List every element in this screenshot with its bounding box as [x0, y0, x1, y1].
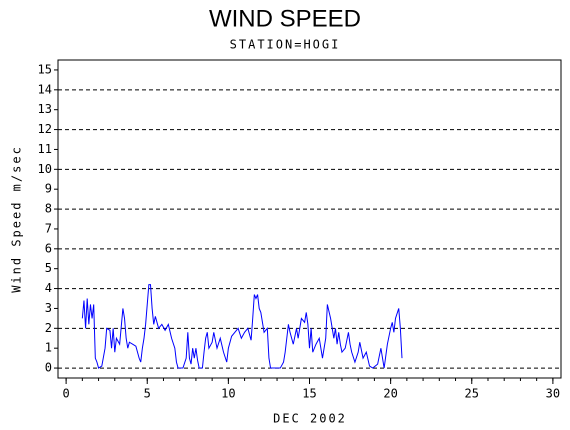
y-tick-label: 13 [38, 102, 52, 116]
y-tick-label: 15 [38, 62, 52, 76]
y-tick-label: 0 [45, 361, 52, 375]
x-tick-label: 5 [144, 387, 151, 401]
y-tick-label: 9 [45, 182, 52, 196]
x-tick-label: 0 [62, 387, 69, 401]
x-tick-label: 25 [465, 387, 479, 401]
x-tick-label: 30 [546, 387, 560, 401]
y-tick-label: 6 [45, 241, 52, 255]
y-axis-label: Wind Speed m/sec [10, 145, 24, 293]
x-tick-label: 15 [302, 387, 316, 401]
y-tick-label: 5 [45, 261, 52, 275]
y-tick-label: 14 [38, 82, 52, 96]
y-tick-label: 2 [45, 321, 52, 335]
y-tick-label: 3 [45, 301, 52, 315]
y-tick-label: 8 [45, 202, 52, 216]
x-tick-label: 10 [221, 387, 235, 401]
y-tick-label: 12 [38, 122, 52, 136]
chart-title: WIND SPEED [209, 5, 361, 32]
data-line [81, 284, 403, 369]
y-tick-label: 1 [45, 341, 52, 355]
y-tick-label: 7 [45, 221, 52, 235]
x-tick-label: 20 [383, 387, 397, 401]
chart-subtitle: STATION=HOGI [230, 38, 341, 52]
plot-frame [57, 59, 562, 379]
y-tick-label: 10 [38, 162, 52, 176]
y-tick-label: 4 [45, 281, 52, 295]
y-tick-label: 11 [38, 142, 52, 156]
x-axis-label: DEC 2002 [273, 412, 347, 426]
